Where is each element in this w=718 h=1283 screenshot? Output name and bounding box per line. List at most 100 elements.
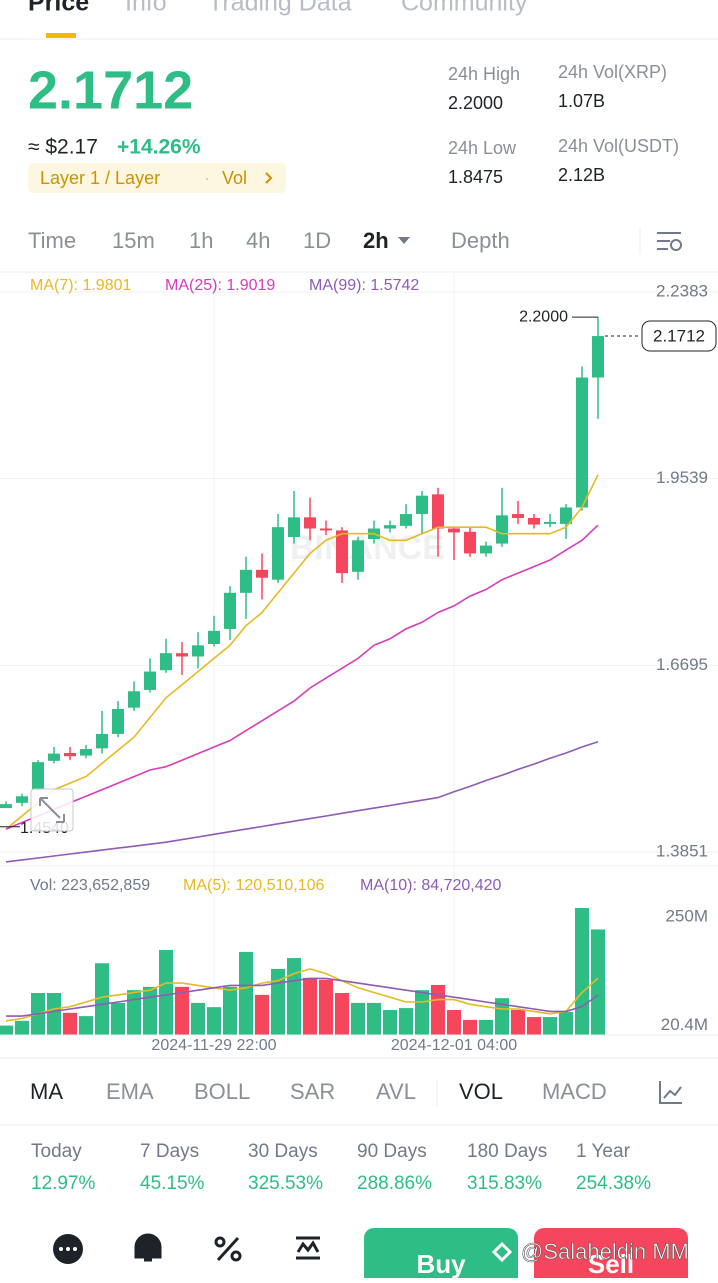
interval[interactable]: 1D bbox=[303, 228, 331, 253]
sell-label[interactable]: Sell bbox=[588, 1249, 634, 1279]
tag-sep: · bbox=[204, 168, 210, 188]
x-tick-label: 2024-12-01 04:00 bbox=[391, 1037, 517, 1054]
candle-body bbox=[224, 592, 236, 629]
performance: Today 12.97% 7 Days 45.15% 30 Days 325.53% 90 … bbox=[31, 1141, 651, 1194]
tab[interactable]: Trading Data bbox=[208, 0, 352, 17]
candle-body bbox=[592, 336, 604, 378]
volume-bar bbox=[47, 992, 61, 1035]
volume-bar bbox=[479, 1019, 493, 1035]
buy-button[interactable] bbox=[364, 1228, 518, 1283]
vol-tick-label: 20.4M bbox=[661, 1015, 708, 1034]
watermark-logo bbox=[491, 1241, 513, 1263]
percent-icon[interactable] bbox=[214, 1236, 242, 1262]
perf-label: 90 Days bbox=[357, 1141, 427, 1162]
candle-body bbox=[416, 495, 428, 515]
candle-body bbox=[544, 521, 556, 524]
volume-bar bbox=[95, 963, 109, 1035]
interval[interactable]: Time bbox=[28, 228, 76, 253]
candle-body bbox=[384, 525, 396, 529]
ma-legend: MA(25): 1.9019 bbox=[165, 277, 275, 294]
x-tick-label: 2024-11-29 22:00 bbox=[151, 1037, 276, 1054]
high-label: 2.2000 bbox=[519, 308, 568, 325]
stat-value: 1.07B bbox=[558, 91, 605, 111]
candle-body bbox=[400, 514, 412, 526]
indicator-active[interactable]: MA bbox=[30, 1079, 63, 1104]
candle-body bbox=[32, 762, 44, 790]
volume-bar bbox=[495, 998, 509, 1035]
perf-label: Today bbox=[31, 1141, 82, 1162]
stat-label: 24h Low bbox=[448, 138, 517, 158]
stat-value: 2.12B bbox=[558, 165, 605, 185]
vol-ma-legend: MA(5): 120,510,106 bbox=[183, 877, 325, 894]
indicator[interactable]: AVL bbox=[376, 1079, 416, 1104]
interval[interactable]: 15m bbox=[112, 228, 155, 253]
vol-ma-line bbox=[6, 977, 599, 1017]
last-price-box bbox=[641, 320, 717, 352]
stat-value: 2.2000 bbox=[448, 93, 503, 113]
y-tick-label: 2.2383 bbox=[656, 281, 708, 300]
alert-icon[interactable] bbox=[134, 1233, 162, 1262]
ma-line bbox=[5, 474, 599, 830]
candle-body bbox=[448, 528, 460, 533]
indicator[interactable]: BOLL bbox=[194, 1079, 250, 1104]
dot bbox=[73, 1247, 77, 1251]
stat-label: 24h High bbox=[448, 64, 520, 84]
price-change: +14.26% bbox=[117, 136, 201, 159]
indicator-active[interactable]: VOL bbox=[459, 1079, 503, 1104]
volume-bar bbox=[111, 1002, 125, 1035]
y-tick-label: 1.9539 bbox=[656, 468, 708, 487]
candle-body bbox=[352, 540, 364, 572]
perf-label: 180 Days bbox=[467, 1141, 547, 1162]
usd-price: ≈ $2.17 bbox=[28, 136, 98, 159]
vol-ma-line bbox=[5, 968, 599, 1022]
vol-tick-label: 250M bbox=[665, 906, 708, 925]
last-price-label: 2.1712 bbox=[653, 327, 705, 346]
chart-icon[interactable] bbox=[659, 1081, 682, 1104]
chevron bbox=[265, 172, 273, 184]
grid-icon[interactable] bbox=[296, 1236, 320, 1260]
indicator[interactable]: EMA bbox=[106, 1079, 154, 1104]
volume-bar bbox=[271, 968, 285, 1035]
volume-bar bbox=[559, 1011, 573, 1035]
tab[interactable]: Info bbox=[125, 0, 167, 17]
tag[interactable]: Layer 1 / Layer bbox=[40, 168, 160, 188]
sell-button[interactable] bbox=[534, 1228, 688, 1283]
volume-bar bbox=[511, 1009, 525, 1035]
vol-ma-legend: MA(10): 84,720,420 bbox=[360, 877, 502, 894]
volume-bar bbox=[255, 994, 269, 1035]
stat-label: 24h Vol(USDT) bbox=[558, 136, 679, 156]
perf-value: 288.86% bbox=[357, 1173, 432, 1194]
interval[interactable]: 4h bbox=[246, 228, 270, 253]
stat-label: 24h Vol(XRP) bbox=[558, 62, 667, 82]
interval[interactable]: Depth bbox=[451, 228, 510, 253]
settings-icon[interactable] bbox=[657, 232, 682, 251]
volume-bar bbox=[527, 1017, 541, 1035]
candle-body bbox=[192, 645, 204, 657]
candle-body bbox=[256, 569, 268, 578]
candle-body bbox=[464, 531, 476, 554]
last-price: 2.1712 bbox=[28, 60, 193, 120]
expand-arrow bbox=[39, 797, 65, 823]
interval[interactable]: 1h bbox=[189, 228, 213, 253]
buy-label[interactable]: Buy bbox=[416, 1249, 466, 1279]
indicator[interactable]: SAR bbox=[290, 1079, 335, 1104]
volume-bar bbox=[175, 986, 189, 1035]
candle-body bbox=[576, 377, 588, 508]
candle-body bbox=[112, 708, 124, 734]
bottom-bar: Buy Sell @Salaheldin MM bbox=[53, 1228, 689, 1283]
tag[interactable]: Vol bbox=[222, 168, 247, 188]
tab[interactable]: Community bbox=[401, 0, 528, 17]
volume-bar bbox=[79, 1016, 93, 1035]
candle-body bbox=[96, 733, 108, 749]
y-tick-label: 1.3851 bbox=[656, 841, 708, 860]
candle-body bbox=[272, 527, 284, 580]
volume-bar bbox=[431, 984, 445, 1035]
volume-bar bbox=[143, 986, 157, 1035]
tab[interactable]: Price bbox=[28, 0, 89, 17]
indicator[interactable]: MACD bbox=[542, 1079, 607, 1104]
candle-body bbox=[64, 752, 76, 757]
interval-active[interactable]: 2h bbox=[363, 228, 389, 253]
perf-label: 30 Days bbox=[248, 1141, 318, 1162]
tag-bg[interactable] bbox=[28, 163, 286, 193]
